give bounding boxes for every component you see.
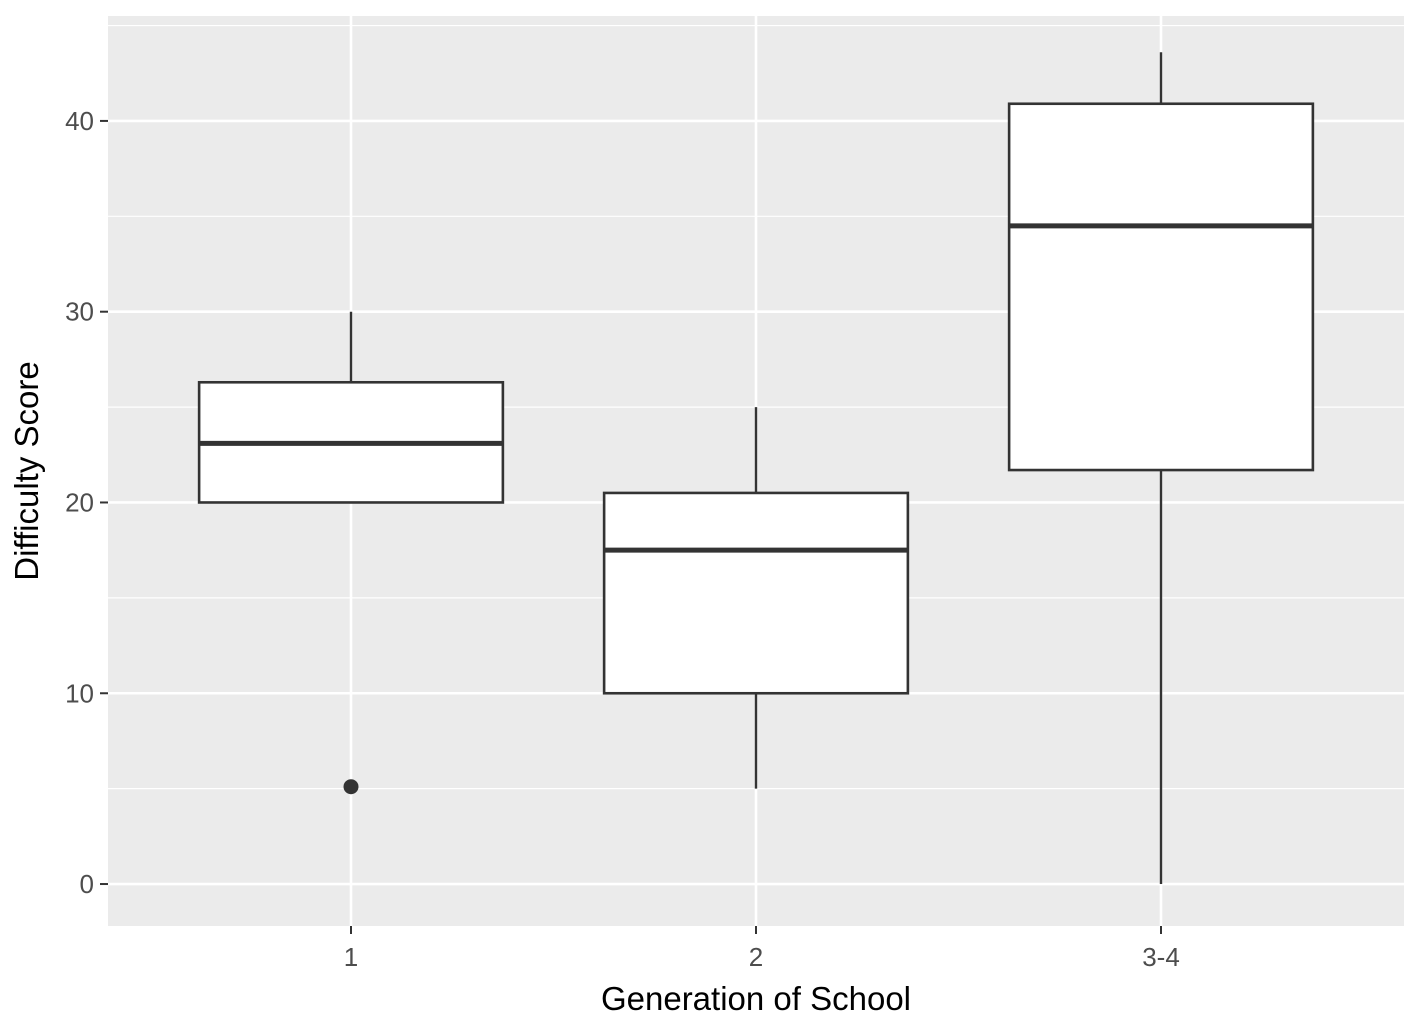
x-tick-label: 3-4	[1142, 942, 1180, 972]
iqr-box	[602, 491, 910, 695]
x-axis-title: Generation of School	[601, 980, 911, 1017]
x-tick-label: 2	[749, 942, 763, 972]
box-3-4	[1007, 52, 1315, 885]
y-tick-label: 20	[65, 487, 94, 517]
y-axis: 0 10 20 30 40	[65, 106, 108, 899]
iqr-box	[1007, 102, 1315, 472]
y-axis-title: Difficulty Score	[8, 361, 45, 580]
x-axis: 1 2 3-4	[344, 926, 1180, 972]
boxes	[197, 52, 1315, 885]
y-tick-label: 30	[65, 297, 94, 327]
y-tick-label: 40	[65, 106, 94, 136]
box-1	[197, 311, 505, 795]
y-tick-label: 10	[65, 678, 94, 708]
y-tick-label: 0	[80, 869, 94, 899]
x-tick-label: 1	[344, 942, 358, 972]
outlier-point	[343, 779, 359, 795]
box-2	[602, 407, 910, 789]
